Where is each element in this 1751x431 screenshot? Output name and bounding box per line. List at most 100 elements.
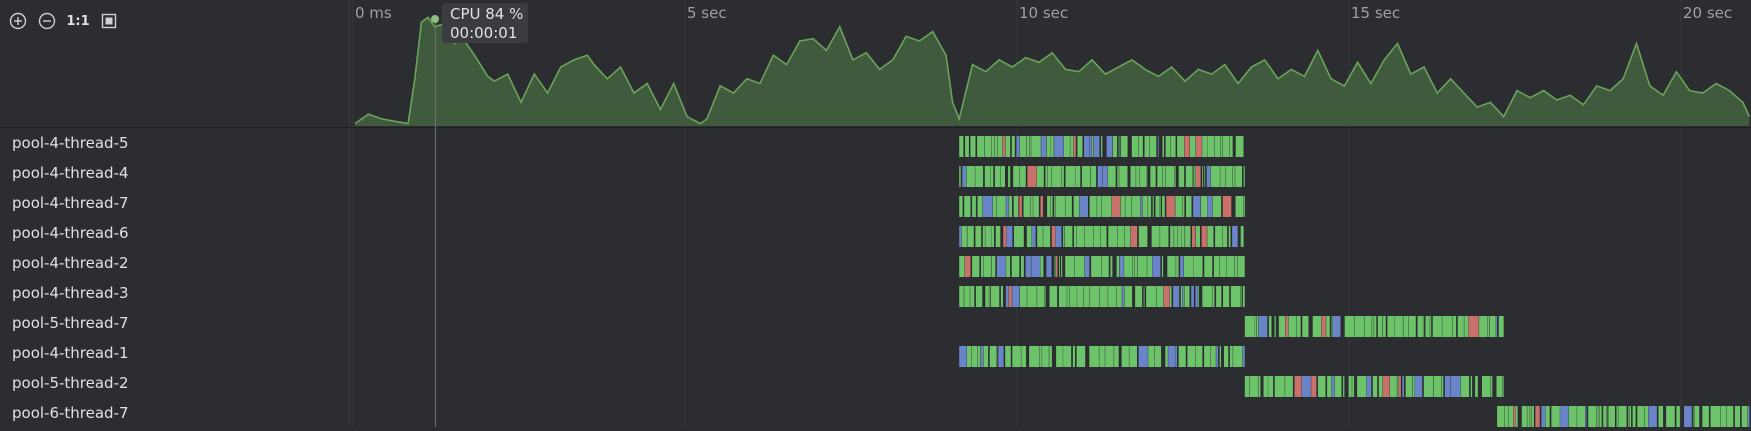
zoom-in-button[interactable]: [7, 10, 29, 32]
thread-state-segment: [1530, 406, 1532, 427]
thread-state-segment: [964, 256, 971, 277]
thread-state-segment: [1545, 406, 1550, 427]
thread-state-segment: [1174, 226, 1178, 247]
zoom-out-button[interactable]: [36, 10, 58, 32]
thread-state-segment: [1067, 286, 1070, 307]
thread-state-segment: [1527, 406, 1530, 427]
thread-state-segment: [1014, 226, 1024, 247]
thread-state-segment: [1119, 256, 1124, 277]
thread-state-segment: [1274, 376, 1285, 397]
thread-state-segment: [1070, 136, 1074, 157]
thread-state-segment: [1398, 376, 1401, 397]
thread-state-segment: [1061, 256, 1063, 277]
thread-state-segment: [1348, 376, 1352, 397]
thread-label[interactable]: pool-6-thread-7: [12, 404, 129, 422]
thread-state-segment: [985, 286, 989, 307]
thread-state-segment: [1195, 226, 1200, 247]
thread-state-segment: [1568, 406, 1577, 427]
thread-state-segment: [1063, 136, 1070, 157]
thread-list: pool-4-thread-5 pool-4-thread-4 pool-4-thr…: [0, 128, 349, 427]
panel-divider[interactable]: [349, 0, 350, 427]
thread-state-segment: [1450, 376, 1461, 397]
thread-state-segment: [1019, 166, 1026, 187]
thread-state-segment: [1108, 226, 1118, 247]
thread-label[interactable]: pool-4-thread-2: [12, 254, 129, 272]
thread-state-segment: [1065, 196, 1072, 217]
thread-state-segment: [1021, 346, 1027, 367]
thread-state-segment: [1599, 406, 1602, 427]
thread-state-segment: [1383, 376, 1390, 397]
thread-state-segment: [1184, 286, 1190, 307]
thread-state-segment: [1073, 136, 1076, 157]
thread-state-segment: [965, 136, 969, 157]
thread-state-segment: [982, 196, 993, 217]
thread-state-segment: [990, 286, 1000, 307]
thread-state-segment: [1352, 376, 1355, 397]
cpu-chart[interactable]: [350, 0, 1751, 127]
thread-state-segment: [1444, 376, 1451, 397]
thread-state-segment: [1102, 166, 1108, 187]
thread-state-segment: [1457, 316, 1464, 337]
thread-activity-row: [1244, 376, 1504, 397]
thread-state-segment: [1152, 256, 1161, 277]
thread-state-segment: [1042, 346, 1049, 367]
thread-state-segment: [1498, 316, 1504, 337]
tick-label: 0 ms: [355, 4, 392, 22]
thread-label[interactable]: pool-4-thread-6: [12, 224, 129, 242]
thread-activity-row: [959, 136, 1244, 157]
thread-state-segment: [997, 196, 1006, 217]
thread-state-segment: [1219, 346, 1221, 367]
thread-timeline[interactable]: [350, 128, 1751, 427]
thread-state-segment: [1151, 226, 1160, 247]
thread-label[interactable]: pool-4-thread-3: [12, 284, 129, 302]
thread-state-segment: [1046, 256, 1052, 277]
thread-label[interactable]: pool-5-thread-7: [12, 314, 129, 332]
thread-label[interactable]: pool-4-thread-1: [12, 344, 129, 362]
thread-state-segment: [1091, 256, 1101, 277]
thread-state-segment: [1207, 196, 1213, 217]
thread-state-segment: [1415, 376, 1423, 397]
thread-label[interactable]: pool-4-thread-4: [12, 164, 129, 182]
thread-state-segment: [1146, 166, 1148, 187]
thread-state-segment: [1026, 226, 1032, 247]
thread-state-segment: [1184, 256, 1194, 277]
thread-state-segment: [1242, 286, 1245, 307]
thread-state-segment: [1161, 256, 1164, 277]
actual-size-button[interactable]: 1:1: [66, 13, 90, 29]
thread-state-segment: [1212, 196, 1222, 217]
zoom-toolbar: 1:1: [0, 0, 350, 42]
thread-state-segment: [1344, 316, 1355, 337]
thread-state-segment: [1226, 256, 1235, 277]
thread-state-segment: [971, 346, 978, 367]
thread-state-segment: [1452, 316, 1457, 337]
thread-state-segment: [1201, 196, 1208, 217]
thread-state-segment: [961, 226, 967, 247]
thread-state-segment: [1222, 226, 1228, 247]
thread-state-segment: [1159, 196, 1161, 217]
fit-button[interactable]: [98, 10, 120, 32]
thread-state-segment: [1596, 406, 1598, 427]
thread-state-segment: [1138, 346, 1148, 367]
thread-state-segment: [1031, 136, 1041, 157]
thread-state-segment: [1146, 286, 1156, 307]
thread-state-segment: [1177, 136, 1185, 157]
thread-state-segment: [1129, 346, 1137, 367]
thread-state-segment: [1150, 166, 1156, 187]
thread-state-segment: [1318, 376, 1326, 397]
thread-state-segment: [1229, 136, 1233, 157]
thread-state-segment: [1186, 196, 1192, 217]
thread-state-segment: [977, 136, 984, 157]
thread-state-segment: [1343, 376, 1345, 397]
thread-state-segment: [1377, 316, 1383, 337]
thread-activity-row: [959, 196, 1245, 217]
thread-state-segment: [1165, 166, 1175, 187]
thread-state-segment: [1084, 256, 1090, 277]
thread-state-segment: [1165, 136, 1171, 157]
thread-state-segment: [1031, 256, 1040, 277]
thread-label[interactable]: pool-5-thread-2: [12, 374, 129, 392]
thread-state-segment: [1210, 346, 1216, 367]
thread-state-segment: [1093, 136, 1100, 157]
thread-label[interactable]: pool-4-thread-5: [12, 134, 129, 152]
thread-label[interactable]: pool-4-thread-7: [12, 194, 129, 212]
thread-state-segment: [1155, 196, 1160, 217]
